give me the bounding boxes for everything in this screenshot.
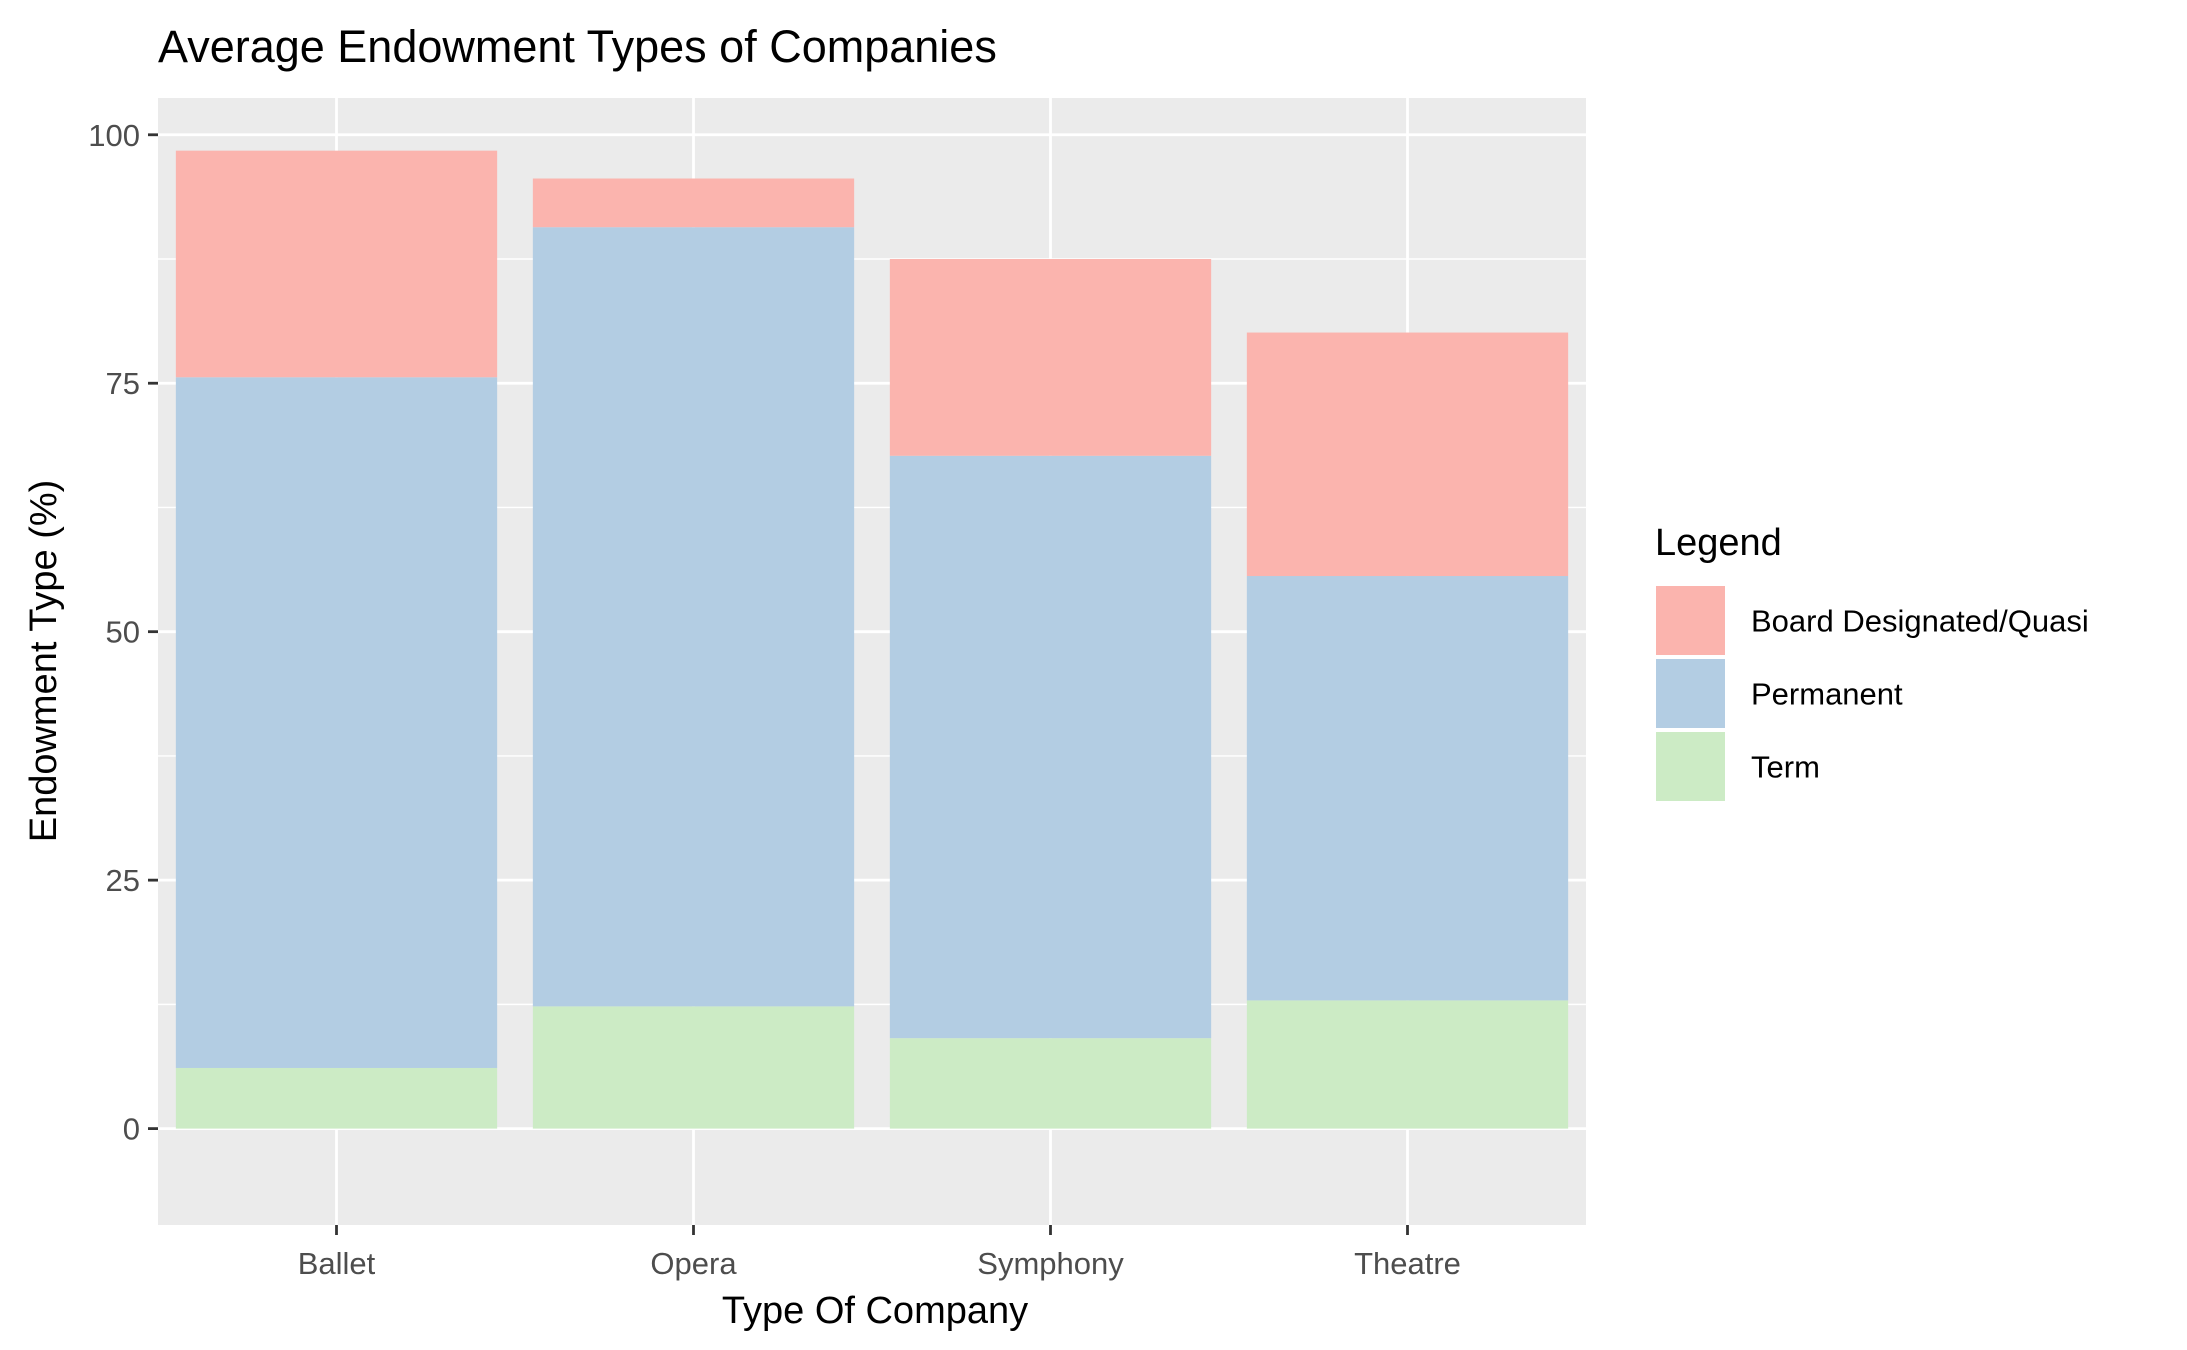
y-tick-label: 75 [106, 366, 140, 401]
y-axis-title: Endowment Type (%) [23, 480, 65, 843]
x-tick-label: Theatre [1354, 1246, 1461, 1281]
bar-theatre-board-designated-quasi [1246, 332, 1569, 577]
bar-symphony-board-designated-quasi [889, 259, 1212, 456]
legend-key [1654, 657, 1727, 730]
y-tick-label: 25 [106, 863, 140, 898]
y-tick-label: 100 [88, 118, 140, 153]
legend-title: Legend [1655, 522, 1782, 564]
bar-symphony-term [889, 1038, 1212, 1129]
x-tick-label: Opera [650, 1246, 737, 1281]
y-axis: 0 25 50 75 100 [88, 118, 158, 1147]
bars-layer [175, 150, 1569, 1129]
bar-symphony-permanent [889, 455, 1212, 1039]
bar-opera-term [532, 1006, 855, 1129]
legend-key [1654, 584, 1727, 657]
legend-label: Term [1751, 750, 1820, 785]
legend-label: Permanent [1751, 677, 1903, 712]
bar-ballet-board-designated-quasi [175, 150, 498, 378]
x-tick-label: Symphony [977, 1246, 1124, 1281]
legend: Legend Board Designated/Quasi Permanent Te… [1654, 522, 2089, 803]
bar-opera-permanent [532, 227, 855, 1007]
bar-theatre-term [1246, 1000, 1569, 1129]
x-axis-title: Type Of Company [722, 1290, 1028, 1332]
legend-key [1654, 730, 1727, 803]
y-tick-label: 50 [106, 615, 140, 650]
bar-theatre-permanent [1246, 576, 1569, 1001]
legend-label: Board Designated/Quasi [1751, 604, 2089, 639]
bar-ballet-permanent [175, 377, 498, 1068]
x-axis: Ballet Opera Symphony Theatre [298, 1225, 1461, 1281]
bar-ballet-term [175, 1067, 498, 1129]
x-tick-label: Ballet [298, 1246, 376, 1281]
chart-title: Average Endowment Types of Companies [158, 21, 997, 72]
bar-opera-board-designated-quasi [532, 178, 855, 228]
y-tick-label: 0 [123, 1112, 140, 1147]
